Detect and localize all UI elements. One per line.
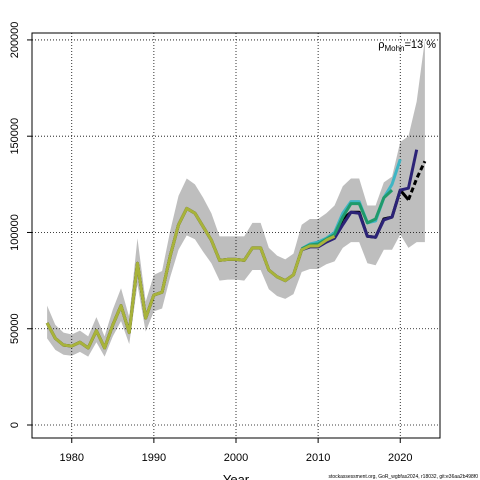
annotation: ρMohn=13 %: [378, 39, 436, 53]
y-tick-label: 150000: [9, 118, 21, 155]
confidence-band: [47, 39, 425, 357]
y-tick-label: 100000: [9, 214, 21, 251]
y-tick-label: 0: [9, 422, 21, 428]
annotation-symbol: ρ: [378, 39, 384, 51]
x-axis-label: Year: [223, 472, 250, 480]
series-line: [407, 160, 427, 201]
footer: stockassessment.org, GoR_wgbfas2024, r18…: [328, 474, 478, 480]
series-line: [45, 206, 336, 350]
x-tick-label: 2020: [388, 452, 412, 464]
annotation-subscript: Mohn: [384, 44, 404, 53]
plot-frame: [31, 32, 441, 439]
x-tick-label: 1990: [142, 452, 166, 464]
annotation-text: =13 %: [405, 39, 437, 51]
x-tick-label: 2010: [306, 452, 330, 464]
x-tick-label: 1980: [60, 452, 84, 464]
y-tick-label: 200000: [9, 22, 21, 59]
series-line: [301, 189, 394, 251]
y-tick-label: 50000: [9, 313, 21, 344]
x-tick-label: 2000: [224, 452, 248, 464]
